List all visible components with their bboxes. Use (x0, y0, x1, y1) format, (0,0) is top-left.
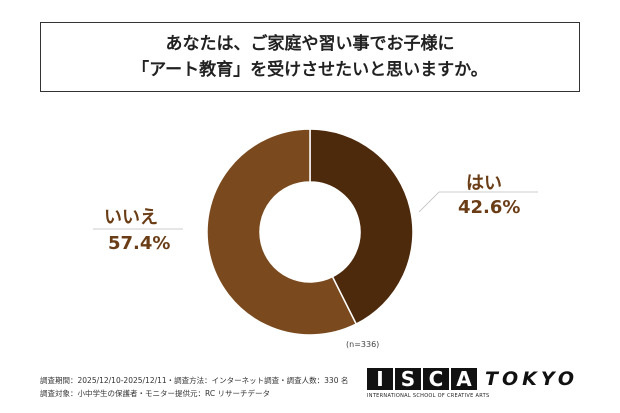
logo-letter: A (451, 367, 477, 391)
logo-letter-boxes: I S C A (367, 367, 582, 391)
leader-line-yes (418, 191, 440, 213)
slice-value-no: 57.4% (108, 233, 171, 254)
logo-letter: S (395, 367, 421, 391)
logo-subtitle: INTERNATIONAL SCHOOL OF CREATIVE ARTS (367, 393, 490, 399)
logo-word: TOKYO (485, 368, 579, 390)
title-box: あなたは、ご家庭や習い事でお子様に 「アート教育」を受けさせたいと思いますか。 (40, 22, 580, 92)
slice-label-yes: はい (466, 173, 502, 194)
logo-letter: I (367, 367, 393, 391)
footer-line-2: 調査対象：小中学生の保護者・モニター提供元：RC リサーチデータ (40, 389, 270, 398)
title-line-1: あなたは、ご家庭や習い事でお子様に (165, 34, 455, 54)
logo-letter: C (423, 367, 449, 391)
slice-value-yes: 42.6% (458, 197, 521, 218)
slice-label-no: いいえ (104, 207, 158, 228)
sample-size: (n=336) (346, 340, 380, 349)
title-line-2: 「アート教育」を受けさせたいと思いますか。 (132, 60, 488, 80)
footer-line-1: 調査期間：2025/12/10-2025/12/11・調査方法：インターネット調… (40, 376, 349, 385)
isca-tokyo-logo: I S C A TOKYO INTERNATIONAL SCHOOL OF CR… (367, 367, 582, 400)
donut-slice-no (206, 128, 358, 336)
donut-slice-yes (309, 128, 414, 326)
